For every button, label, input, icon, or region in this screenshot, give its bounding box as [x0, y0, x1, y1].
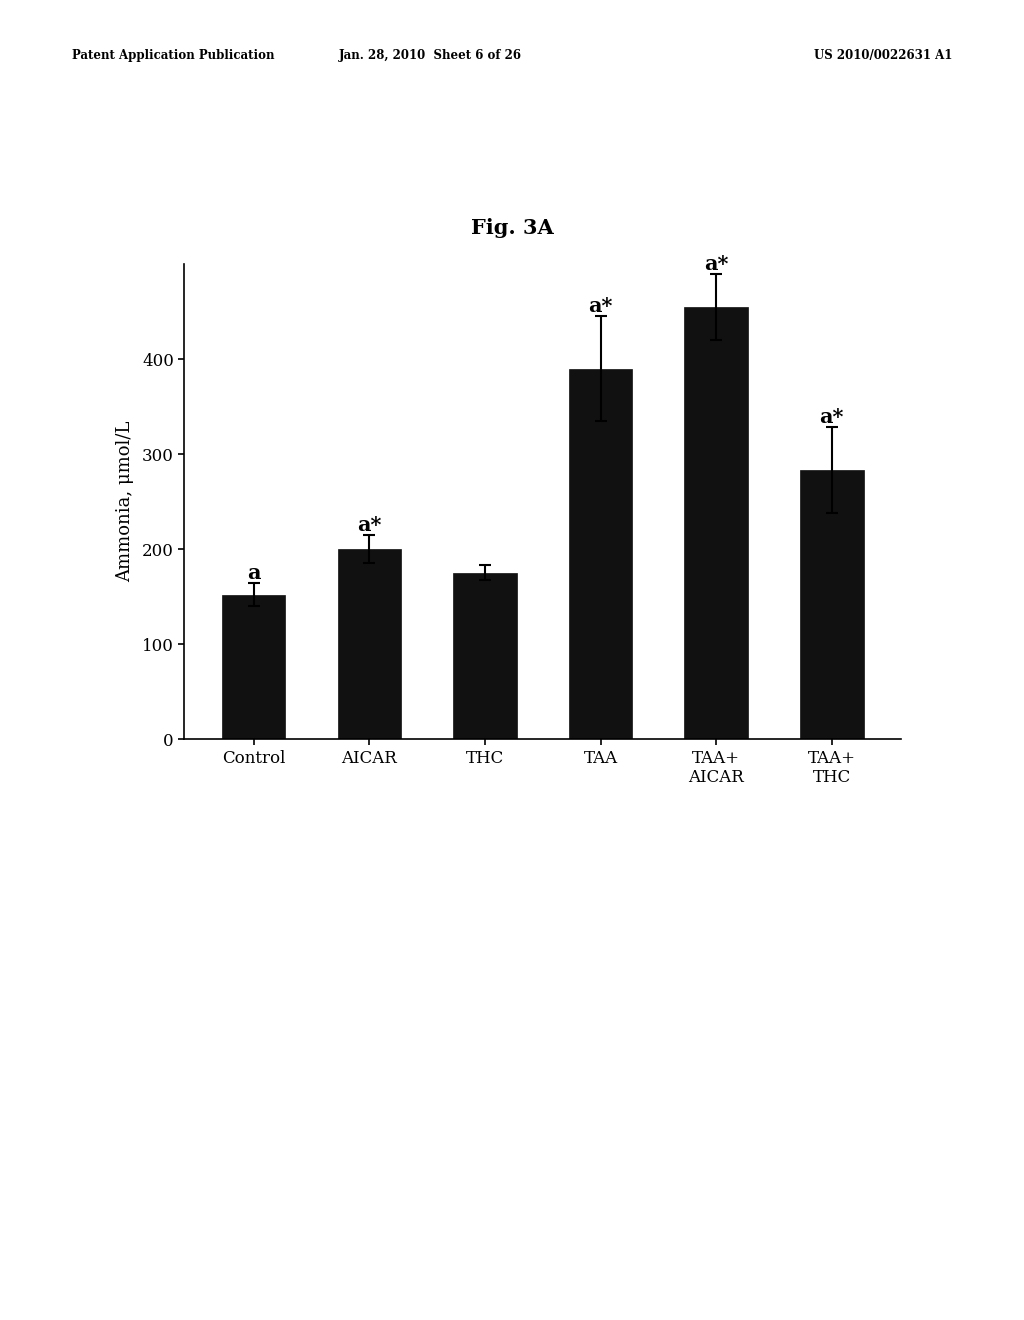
Bar	[222, 595, 286, 739]
Text: a*: a*	[703, 253, 728, 273]
Bar	[684, 306, 748, 739]
Text: Fig. 3A: Fig. 3A	[471, 218, 553, 238]
Text: US 2010/0022631 A1: US 2010/0022631 A1	[814, 49, 952, 62]
Text: a*: a*	[589, 296, 612, 317]
Text: a*: a*	[357, 515, 382, 535]
Bar	[453, 573, 517, 739]
Bar	[568, 368, 633, 739]
Y-axis label: Ammonia, μmol/L: Ammonia, μmol/L	[116, 421, 134, 582]
Text: Patent Application Publication: Patent Application Publication	[72, 49, 274, 62]
Text: a*: a*	[819, 408, 844, 428]
Text: a: a	[247, 564, 260, 583]
Text: Jan. 28, 2010  Sheet 6 of 26: Jan. 28, 2010 Sheet 6 of 26	[339, 49, 521, 62]
Bar	[338, 549, 401, 739]
Bar	[800, 470, 863, 739]
